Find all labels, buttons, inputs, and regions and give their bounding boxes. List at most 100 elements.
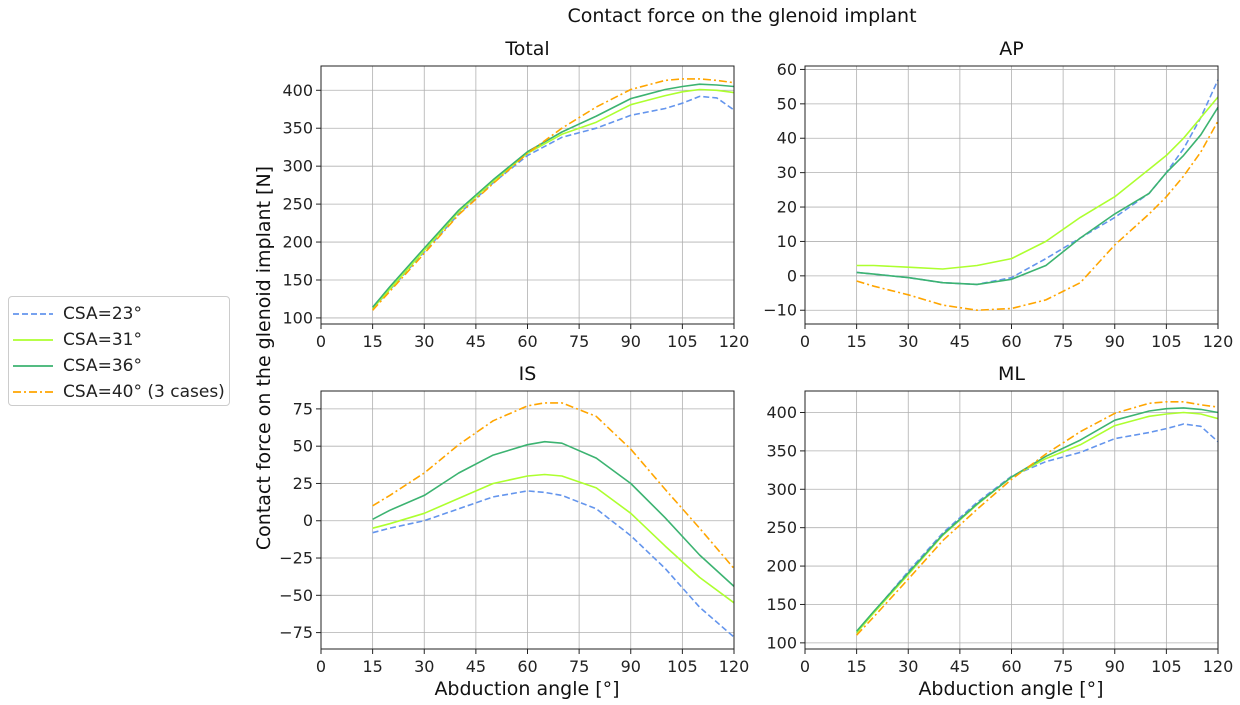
y-tick-label: 150	[282, 270, 313, 289]
legend: CSA=23° CSA=31° CSA=36° CSA=40° (3 cases…	[8, 296, 230, 406]
figure-xlabel-left: Abduction angle [°]	[434, 678, 619, 700]
x-tick-label: 120	[1203, 657, 1234, 676]
y-tick-label: 150	[766, 595, 797, 614]
x-tick-label: 45	[950, 332, 970, 351]
y-tick-label: 50	[293, 437, 313, 456]
x-tick-label: 105	[667, 332, 698, 351]
subplot-title: AP	[999, 38, 1023, 60]
x-tick-label: 30	[898, 332, 918, 351]
series-line-4	[856, 120, 1219, 312]
x-tick-label: 90	[621, 657, 641, 676]
y-tick-label: 10	[777, 232, 797, 251]
x-tick-label: 30	[898, 657, 918, 676]
x-tick-label: 45	[466, 332, 486, 351]
x-tick-label: 75	[569, 657, 589, 676]
axes-frame	[804, 390, 1219, 650]
x-tick-label: 90	[1105, 657, 1125, 676]
x-tick-label: 105	[1151, 657, 1182, 676]
series-line-3	[855, 407, 1219, 632]
x-tick-label: 0	[800, 657, 810, 676]
y-tick-label: 300	[282, 157, 313, 176]
y-tick-label: 200	[282, 233, 313, 252]
figure-xlabel-right: Abduction angle [°]	[918, 678, 1103, 700]
legend-label: CSA=40° (3 cases)	[63, 382, 225, 402]
x-tick-label: 30	[414, 332, 434, 351]
x-tick-label: 0	[800, 332, 810, 351]
x-tick-label: 45	[950, 657, 970, 676]
x-tick-label: 0	[316, 657, 326, 676]
series-line-3	[372, 440, 735, 587]
y-tick-label: 350	[282, 119, 313, 138]
y-tick-label: 0	[787, 266, 797, 285]
subplot-is: IS 0 15 30 45 60 75 90 105 120 −75 −50 −25 0 25 50 75	[279, 363, 749, 676]
x-tick-label: 15	[846, 332, 866, 351]
x-tick-label: 120	[719, 332, 750, 351]
y-tick-label: 40	[777, 129, 797, 148]
series-line-3	[856, 106, 1219, 286]
subplot-total: Total 0 15 30 45 60 75 90 105 120 100 150 200 250 300 3…	[282, 38, 749, 351]
x-tick-label: 15	[362, 332, 382, 351]
x-tick-label: 15	[362, 657, 382, 676]
y-tick-label: −75	[279, 623, 313, 642]
y-tick-label: 50	[777, 94, 797, 113]
y-tick-label: 400	[282, 81, 313, 100]
x-tick-label: 90	[1105, 332, 1125, 351]
y-tick-label: −10	[763, 301, 797, 320]
x-tick-label: 45	[466, 657, 486, 676]
x-tick-label: 0	[316, 332, 326, 351]
axes-frame	[320, 390, 735, 650]
subplot-ml: ML 0 15 30 45 60 75 90 105 120 100 150 200 250 300 350 4…	[766, 363, 1233, 676]
y-tick-label: −25	[279, 549, 313, 568]
legend-item-csa-23: CSA=23°	[9, 301, 229, 327]
series-line-2	[372, 473, 735, 604]
x-tick-label: 15	[846, 657, 866, 676]
y-tick-label: 0	[303, 511, 313, 530]
legend-item-csa-40: CSA=40° (3 cases)	[9, 379, 229, 405]
x-tick-label: 105	[667, 657, 698, 676]
series-line-1	[372, 95, 735, 310]
series-line-4	[856, 400, 1219, 636]
y-tick-label: 200	[766, 557, 797, 576]
x-tick-label: 75	[1053, 332, 1073, 351]
subplot-title: ML	[998, 363, 1025, 385]
y-tick-label: 30	[777, 163, 797, 182]
axes-frame	[320, 65, 735, 325]
y-tick-label: 60	[777, 60, 797, 79]
legend-item-csa-36: CSA=36°	[9, 353, 229, 379]
series-line-1	[855, 423, 1219, 634]
y-tick-label: 100	[766, 633, 797, 652]
series-line-2	[371, 88, 735, 310]
figure-suptitle: Contact force on the glenoid implant	[567, 5, 916, 27]
legend-label: CSA=23°	[63, 304, 142, 324]
x-tick-label: 30	[414, 657, 434, 676]
x-tick-label: 75	[1053, 657, 1073, 676]
y-tick-label: 20	[777, 198, 797, 217]
legend-label: CSA=31°	[63, 330, 142, 350]
series-line-2	[856, 96, 1219, 270]
y-tick-label: 250	[766, 518, 797, 537]
y-tick-label: 100	[282, 308, 313, 327]
x-tick-label: 90	[621, 332, 641, 351]
x-tick-label: 120	[1203, 332, 1234, 351]
series-line-3	[371, 83, 735, 308]
x-tick-label: 60	[1001, 332, 1021, 351]
y-tick-label: 400	[766, 403, 797, 422]
y-tick-label: −50	[279, 586, 313, 605]
x-tick-label: 105	[1151, 332, 1182, 351]
subplot-title: IS	[519, 363, 537, 385]
y-tick-label: 300	[766, 480, 797, 499]
x-tick-label: 60	[517, 332, 537, 351]
legend-item-csa-31: CSA=31°	[9, 327, 229, 353]
series-line-4	[372, 402, 735, 570]
figure-ylabel: Contact force on the glenoid implant [N]	[253, 166, 275, 550]
x-tick-label: 120	[719, 657, 750, 676]
axes-frame	[804, 65, 1219, 325]
series-line-2	[855, 411, 1219, 634]
y-tick-label: 25	[293, 474, 313, 493]
x-tick-label: 60	[1001, 657, 1021, 676]
series-line-4	[372, 78, 735, 311]
y-tick-label: 350	[766, 441, 797, 460]
